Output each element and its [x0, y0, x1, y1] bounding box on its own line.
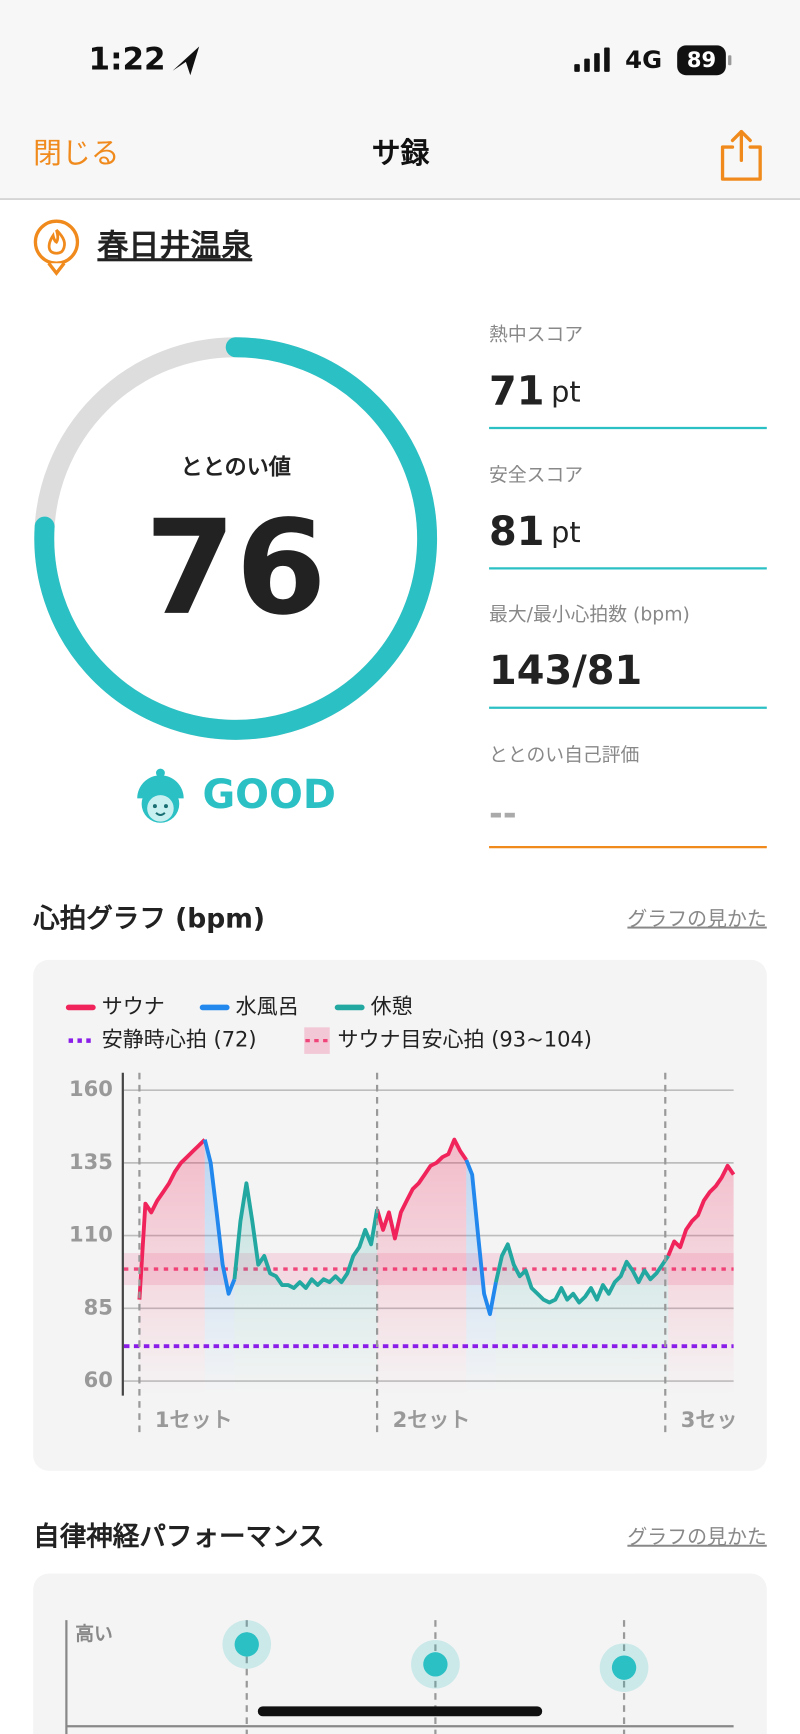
- dot: [611, 1655, 637, 1680]
- area: [377, 1139, 467, 1396]
- rating-icon: [137, 768, 184, 823]
- stat-unit: pt: [551, 375, 581, 409]
- score-value: 76: [145, 492, 327, 644]
- share-button[interactable]: [720, 129, 762, 181]
- set-label: 2セット: [393, 1407, 471, 1432]
- legend-label: サウナ: [102, 993, 165, 1018]
- place-name[interactable]: 春日井温泉: [97, 228, 252, 264]
- y-tick-label: 85: [84, 1294, 113, 1319]
- area: [204, 1139, 235, 1396]
- stats: 熱中スコア 71 pt 安全スコア 81 pt 最大/最小心拍数 (bpm) 143…: [489, 324, 767, 849]
- heart-rate-line: [137, 1138, 207, 1300]
- y-tick-label: 60: [84, 1367, 113, 1392]
- chart-card: [33, 1573, 767, 1734]
- score-label: ととのい値: [181, 454, 291, 480]
- stat-value: 81 pt: [489, 509, 581, 555]
- battery-level: 89: [687, 47, 716, 72]
- stat-label: ととのい自己評価: [489, 744, 639, 766]
- battery-icon: [677, 45, 726, 76]
- stat-value: 71 pt: [489, 368, 581, 414]
- place-icon: [33, 219, 80, 276]
- y-tick-label: 高い: [75, 1622, 113, 1645]
- signal-icon: [574, 47, 610, 72]
- heart-rate-line: [202, 1139, 237, 1296]
- section-title: 心拍グラフ (bpm): [32, 904, 265, 935]
- status-time: 1:22: [89, 41, 166, 77]
- stat-label: 安全スコア: [489, 464, 583, 486]
- help-link[interactable]: グラフの見かた: [627, 908, 766, 931]
- stat-unit: pt: [551, 515, 581, 549]
- legend-label: 水風呂: [236, 993, 299, 1018]
- nav-title: サ録: [372, 136, 430, 170]
- heart-rate-line: [464, 1159, 498, 1317]
- dot: [423, 1652, 448, 1677]
- set-label: 1セット: [155, 1407, 233, 1432]
- area: [668, 1165, 734, 1396]
- stat-number: 71: [489, 368, 544, 414]
- section-title: 自律神経パフォーマンス: [33, 1522, 324, 1553]
- header-background: [0, 0, 800, 200]
- heart-rate-line: [375, 1137, 468, 1241]
- help-link[interactable]: グラフの見かた: [627, 1526, 766, 1549]
- heart-rate-line: [232, 1181, 380, 1290]
- close-button[interactable]: 閉じる: [33, 136, 119, 170]
- stat-value[interactable]: --: [489, 794, 517, 833]
- network-label: 4G: [625, 45, 662, 74]
- stat-value: 143/81: [489, 648, 642, 694]
- stat-label: 熱中スコア: [489, 324, 583, 346]
- stat-number: 81: [489, 509, 544, 555]
- heart-rate-line: [494, 1242, 670, 1305]
- y-tick-label: 110: [69, 1222, 113, 1247]
- battery-tip: [728, 55, 732, 66]
- gauge-arc: [34, 337, 438, 740]
- location-icon: [172, 46, 200, 76]
- legend-label: 休憩: [371, 993, 413, 1018]
- legend-label: 安静時心拍 (72): [102, 1027, 257, 1052]
- area: [495, 1244, 669, 1396]
- dot: [234, 1632, 259, 1657]
- heart-rate-line: [666, 1163, 736, 1257]
- rating-label: GOOD: [202, 772, 335, 818]
- legend-label: サウナ目安心拍 (93~104): [337, 1027, 592, 1052]
- home-indicator: [257, 1706, 543, 1717]
- autonomic-chart: 高い: [75, 1620, 649, 1734]
- set-label: 3セッ: [681, 1407, 738, 1432]
- y-tick-label: 135: [69, 1149, 113, 1174]
- y-tick-label: 160: [69, 1076, 113, 1101]
- stat-label: 最大/最小心拍数 (bpm): [489, 603, 690, 625]
